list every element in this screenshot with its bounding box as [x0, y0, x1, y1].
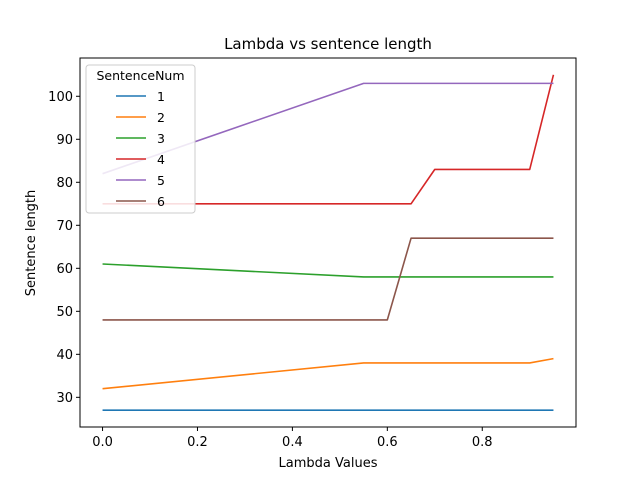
y-axis-label: Sentence length — [24, 190, 39, 297]
series-line-6 — [102, 237, 554, 321]
y-tick-label: 60 — [56, 262, 73, 277]
legend-entries: 1 2 3 4 5 6 — [116, 89, 165, 209]
series-line-3 — [102, 263, 554, 278]
legend-title: SentenceNum — [96, 68, 184, 83]
y-tick-label: 80 — [56, 176, 73, 191]
series-line-2 — [102, 357, 554, 390]
x-tick-label: 0.4 — [282, 435, 303, 450]
series-line-4 — [102, 74, 555, 205]
legend-label-3: 3 — [157, 131, 165, 146]
legend-label-2: 2 — [157, 110, 165, 125]
plot-frame — [79, 57, 577, 428]
y-tick-label: 40 — [56, 348, 73, 363]
x-axis: 0.0 0.2 0.4 0.6 0.8 — [92, 427, 493, 450]
legend-label-4: 4 — [157, 152, 165, 167]
x-tick-label: 0.6 — [377, 435, 398, 450]
chart-title: Lambda vs sentence length — [224, 35, 432, 53]
y-tick-label: 100 — [48, 90, 73, 105]
x-tick-label: 0.8 — [472, 435, 493, 450]
legend-label-5: 5 — [157, 173, 165, 188]
x-tick-label: 0.0 — [92, 435, 113, 450]
y-tick-label: 30 — [56, 391, 73, 406]
y-axis: 30 40 50 60 70 80 90 100 — [48, 90, 80, 406]
legend: SentenceNum 1 2 3 4 5 6 — [85, 64, 196, 214]
legend-label-1: 1 — [157, 89, 165, 104]
y-tick-label: 90 — [56, 133, 73, 148]
legend-label-6: 6 — [157, 194, 165, 209]
x-tick-label: 0.2 — [187, 435, 208, 450]
y-tick-label: 70 — [56, 219, 73, 234]
legend-box — [85, 64, 196, 214]
y-tick-label: 50 — [56, 305, 73, 320]
x-axis-label: Lambda Values — [279, 456, 378, 471]
